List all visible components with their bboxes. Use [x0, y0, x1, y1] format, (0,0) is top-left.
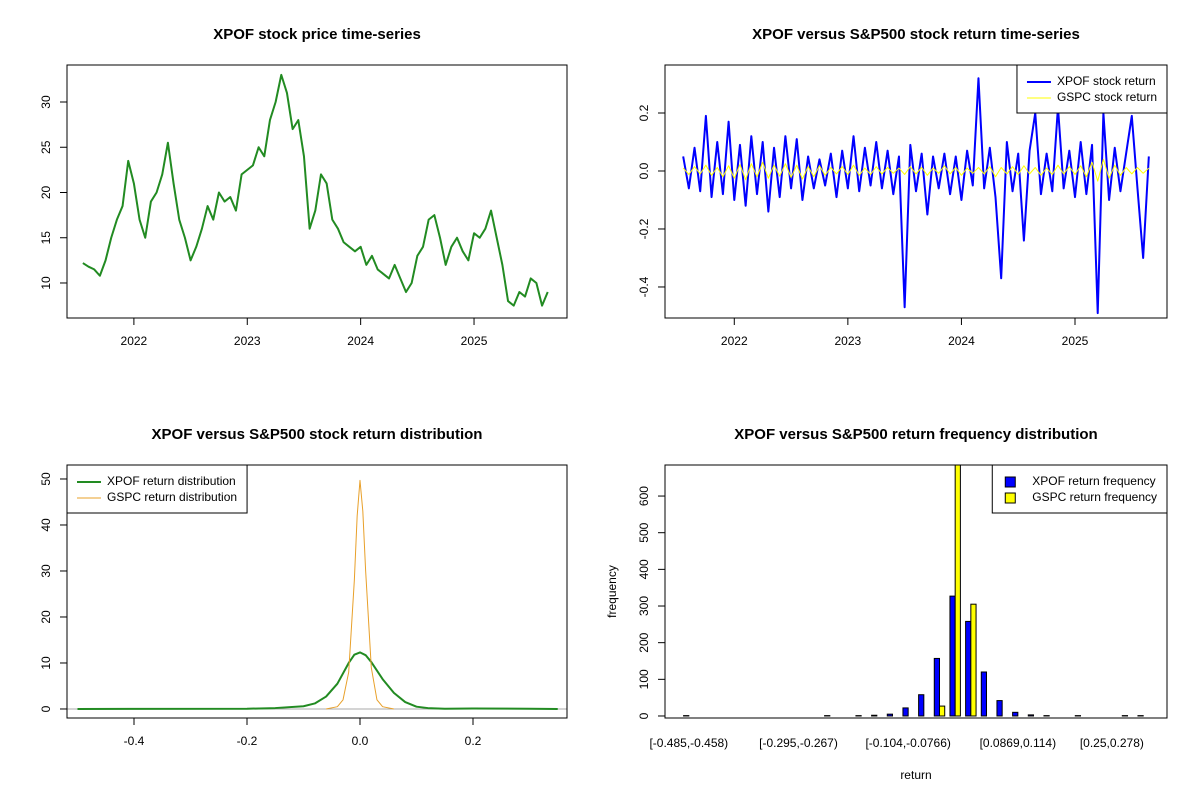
- legend-label: GSPC stock return: [1057, 90, 1157, 104]
- plot-frame: [664, 64, 1168, 319]
- bar: [939, 705, 946, 717]
- x-tick-label: -0.2: [237, 734, 258, 748]
- x-tick-label: 2022: [721, 334, 748, 348]
- legend-label: XPOF return distribution: [107, 474, 236, 488]
- y-tick-label: 200: [637, 632, 651, 652]
- x-tick-label: 2025: [1062, 334, 1089, 348]
- x-tick-label: 2024: [347, 334, 374, 348]
- x-tick-label: 2023: [835, 334, 862, 348]
- legend-label: GSPC return frequency: [1032, 490, 1157, 504]
- bar: [1012, 711, 1019, 717]
- legend-box: [991, 464, 1168, 514]
- plot-frame: [66, 464, 568, 719]
- x-tick-label: 2022: [121, 334, 148, 348]
- bar: [933, 657, 941, 717]
- chart-title: XPOF versus S&P500 stock return time-ser…: [752, 26, 1080, 43]
- bar: [1027, 714, 1035, 717]
- bar: [918, 694, 925, 717]
- bar: [949, 595, 956, 717]
- x-axis-label: return: [900, 768, 931, 782]
- legend-box: [66, 464, 248, 514]
- y-tick-label: 50: [39, 472, 53, 486]
- data-line: [682, 77, 1150, 315]
- plot-frame: [66, 64, 568, 319]
- x-tick-label: 0.0: [352, 734, 369, 748]
- plot-frame: [664, 464, 1168, 719]
- data-line: [325, 479, 394, 710]
- y-tick-label: 15: [39, 231, 53, 245]
- y-tick-label: 0.0: [637, 162, 651, 179]
- y-axis-label: frequency: [605, 565, 619, 618]
- data-line: [682, 158, 1150, 182]
- y-tick-label: 0: [637, 712, 651, 719]
- legend-label: XPOF return frequency: [1032, 474, 1155, 488]
- x-tick-label: [0.25,0.278): [1080, 736, 1144, 750]
- y-tick-label: 25: [39, 140, 53, 154]
- y-tick-label: 0.2: [637, 104, 651, 121]
- x-tick-label: [-0.485,-0.458): [649, 736, 728, 750]
- bar: [996, 700, 1003, 717]
- chart-title: XPOF versus S&P500 return frequency dist…: [734, 426, 1097, 443]
- chart-title: XPOF stock price time-series: [213, 26, 421, 43]
- legend-label: XPOF stock return: [1057, 74, 1156, 88]
- bar: [965, 620, 972, 717]
- data-line: [82, 73, 549, 307]
- bar: [954, 465, 961, 717]
- chart-title: XPOF versus S&P500 stock return distribu…: [152, 426, 483, 443]
- legend-label: GSPC return distribution: [107, 490, 237, 504]
- x-tick-label: -0.4: [124, 734, 145, 748]
- y-tick-label: 0: [39, 705, 53, 712]
- legend-box: [1016, 64, 1168, 114]
- y-tick-label: 20: [39, 186, 53, 200]
- bar: [902, 707, 909, 717]
- y-tick-label: 30: [39, 564, 53, 578]
- y-tick-label: 30: [39, 95, 53, 109]
- y-tick-label: 100: [637, 669, 651, 689]
- x-tick-label: 2023: [234, 334, 261, 348]
- y-tick-label: 600: [637, 486, 651, 506]
- x-tick-label: [0.0869,0.114): [980, 736, 1057, 750]
- x-tick-label: 2024: [948, 334, 975, 348]
- y-tick-label: -0.2: [637, 218, 651, 239]
- bar: [871, 714, 878, 717]
- legend-swatch: [1004, 492, 1016, 504]
- x-tick-label: [-0.104,-0.0766): [865, 736, 950, 750]
- bar: [970, 603, 977, 717]
- x-tick-label: [-0.295,-0.267): [759, 736, 838, 750]
- y-tick-label: 40: [39, 518, 53, 532]
- legend-swatch: [1004, 476, 1016, 488]
- y-tick-label: 300: [637, 596, 651, 616]
- y-tick-label: 20: [39, 610, 53, 624]
- y-tick-label: 400: [637, 559, 651, 579]
- bar: [980, 671, 988, 717]
- y-tick-label: 500: [637, 522, 651, 542]
- y-tick-label: 10: [39, 276, 53, 290]
- x-tick-label: 0.2: [465, 734, 482, 748]
- data-line: [77, 651, 558, 710]
- y-tick-label: -0.4: [637, 276, 651, 297]
- y-tick-label: 10: [39, 656, 53, 670]
- bar: [886, 713, 893, 717]
- x-tick-label: 2025: [461, 334, 488, 348]
